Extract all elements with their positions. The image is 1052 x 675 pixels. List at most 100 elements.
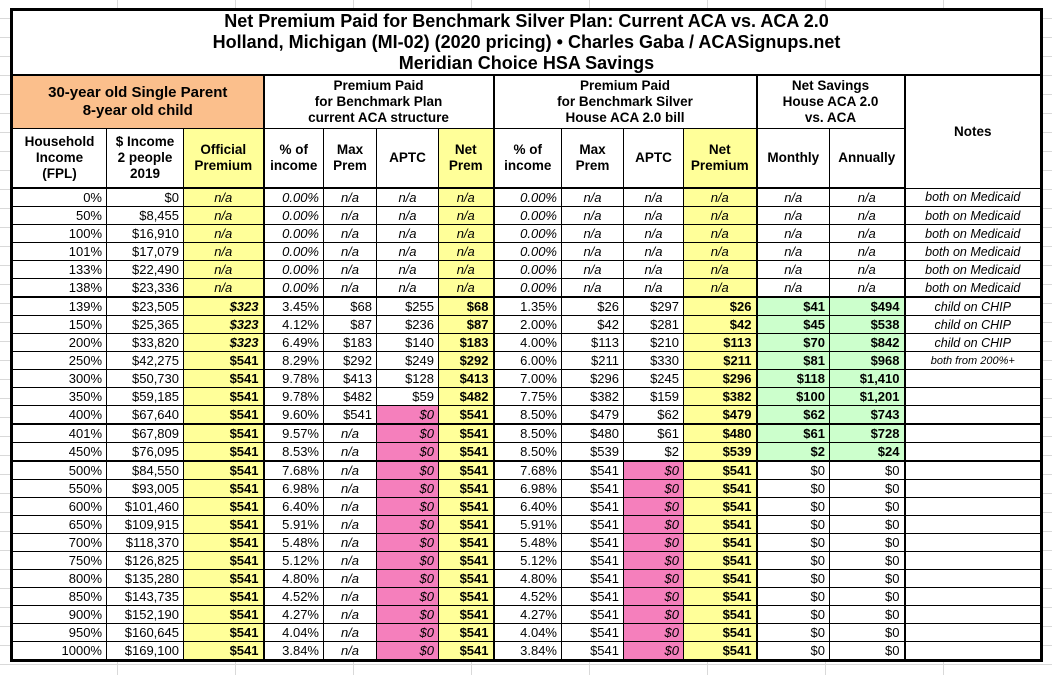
cell-official: n/a: [183, 260, 264, 279]
cell-aca-aptc: $0: [376, 605, 439, 624]
cell-aca2-pct: 0.00%: [492, 260, 562, 279]
cell-aca-max: n/a: [323, 479, 377, 498]
cell-aca2-aptc: $0: [623, 641, 684, 661]
cell-aca-pct: 9.78%: [262, 369, 324, 388]
cell-official: n/a: [183, 242, 264, 261]
table-row: 0% $0 n/a 0.00% n/a n/a n/a 0.00% n/a n/a n/a n/a n/…: [11, 187, 1042, 207]
cell-aca2-pct: 7.68%: [492, 460, 562, 480]
cell-aca-net: $541: [438, 405, 494, 425]
cell-note: both on Medicaid: [903, 206, 1042, 225]
cell-aca2-max: $382: [561, 387, 624, 406]
cell-official: $541: [183, 497, 264, 516]
cell-aca2-aptc: $281: [623, 315, 684, 334]
cell-aca2-aptc: $210: [623, 333, 684, 352]
table-row: 500% $84,550 $541 7.68% n/a $0 $541 7.68% $541 $0…: [11, 460, 1042, 480]
cell-aca2-aptc: $0: [623, 569, 684, 588]
cell-note: [903, 569, 1042, 588]
cell-aca2-pct: 0.00%: [492, 206, 562, 225]
cell-note: both on Medicaid: [903, 260, 1042, 279]
cell-aca2-aptc: n/a: [623, 278, 684, 298]
cell-aca-pct: 4.80%: [262, 569, 324, 588]
cell-official: $323: [183, 296, 264, 316]
subject-header: 30-year old Single Parent 8-year old chi…: [11, 74, 264, 129]
cell-aca-net: $541: [438, 497, 494, 516]
cell-note: child on CHIP: [903, 333, 1042, 352]
cell-aca2-net: $479: [683, 405, 757, 425]
cell-fpl: 401%: [11, 423, 107, 443]
cell-aca-net: n/a: [438, 242, 494, 261]
cell-official: n/a: [183, 278, 264, 298]
table-row: 900% $152,190 $541 4.27% n/a $0 $541 4.27% $541 $…: [11, 605, 1042, 624]
cell-aca-max: n/a: [323, 242, 377, 261]
table-row: 650% $109,915 $541 5.91% n/a $0 $541 5.91% $541 $…: [11, 515, 1042, 534]
table-row: 138% $23,336 n/a 0.00% n/a n/a n/a 0.00% n/a n/a n…: [11, 278, 1042, 298]
cell-aca2-net: n/a: [683, 206, 757, 225]
cell-aca2-net: n/a: [683, 187, 757, 207]
cell-aca2-pct: 1.35%: [492, 296, 562, 316]
cell-monthly: $70: [755, 333, 830, 352]
cell-aca-aptc: $0: [376, 423, 439, 443]
cell-aca-max: n/a: [323, 442, 377, 462]
cell-income: $135,280: [106, 569, 184, 588]
cell-note: both on Medicaid: [903, 242, 1042, 261]
cell-monthly: $0: [755, 587, 830, 606]
cell-aca-aptc: $0: [376, 587, 439, 606]
cell-income: $67,809: [106, 423, 184, 443]
cell-income: $152,190: [106, 605, 184, 624]
notes-header: Notes: [903, 74, 1042, 189]
cell-income: $67,640: [106, 405, 184, 425]
cell-note: [903, 369, 1042, 388]
cell-fpl: 750%: [11, 551, 107, 570]
cell-monthly: n/a: [755, 206, 830, 225]
cell-aca-pct: 4.12%: [262, 315, 324, 334]
cell-aca2-net: $541: [683, 605, 757, 624]
cell-income: $33,820: [106, 333, 184, 352]
cell-official: $541: [183, 423, 264, 443]
cell-monthly: $0: [755, 533, 830, 552]
cell-note: [903, 515, 1042, 534]
cell-monthly: $0: [755, 605, 830, 624]
cell-aca2-net: $541: [683, 551, 757, 570]
cell-fpl: 138%: [11, 278, 107, 298]
table-row: 700% $118,370 $541 5.48% n/a $0 $541 5.48% $541 $…: [11, 533, 1042, 552]
cell-aca-aptc: $0: [376, 460, 439, 480]
cell-aca-max: n/a: [323, 515, 377, 534]
cell-aca-net: $541: [438, 623, 494, 642]
cell-aca2-aptc: $0: [623, 623, 684, 642]
cell-aca-net: $292: [438, 351, 494, 370]
colhead-aca-pct-income: % of income: [262, 128, 324, 189]
cell-annually: n/a: [829, 206, 905, 225]
cell-aca-max: $413: [323, 369, 377, 388]
cell-aca2-pct: 2.00%: [492, 315, 562, 334]
cell-income: $23,336: [106, 278, 184, 298]
cell-aca-net: $541: [438, 569, 494, 588]
cell-aca2-net: $541: [683, 641, 757, 661]
cell-aca-pct: 4.52%: [262, 587, 324, 606]
table-row: 100% $16,910 n/a 0.00% n/a n/a n/a 0.00% n/a n/a n…: [11, 224, 1042, 243]
table-row: 133% $22,490 n/a 0.00% n/a n/a n/a 0.00% n/a n/a n…: [11, 260, 1042, 279]
cell-aca2-aptc: $245: [623, 369, 684, 388]
cell-aca-aptc: n/a: [376, 260, 439, 279]
cell-monthly: n/a: [755, 242, 830, 261]
cell-income: $59,185: [106, 387, 184, 406]
cell-aca-pct: 6.40%: [262, 497, 324, 516]
cell-fpl: 300%: [11, 369, 107, 388]
cell-income: $126,825: [106, 551, 184, 570]
cell-aca-max: $541: [323, 405, 377, 425]
table-row: 1000% $169,100 $541 3.84% n/a $0 $541 3.84% $541…: [11, 641, 1042, 661]
cell-annually: $0: [829, 623, 905, 642]
cell-fpl: 600%: [11, 497, 107, 516]
colhead-aca-net-prem: Net Prem: [438, 128, 494, 189]
cell-aca-net: n/a: [438, 278, 494, 298]
cell-aca2-pct: 3.84%: [492, 641, 562, 661]
cell-monthly: $0: [755, 460, 830, 480]
cell-fpl: 450%: [11, 442, 107, 462]
cell-aca2-net: $296: [683, 369, 757, 388]
cell-aca-net: $87: [438, 315, 494, 334]
cell-note: [903, 605, 1042, 624]
cell-official: $323: [183, 333, 264, 352]
cell-aca2-pct: 6.40%: [492, 497, 562, 516]
cell-aca2-max: $479: [561, 405, 624, 425]
colhead-aca2-pct-income: % of income: [492, 128, 562, 189]
cell-aca-net: n/a: [438, 260, 494, 279]
